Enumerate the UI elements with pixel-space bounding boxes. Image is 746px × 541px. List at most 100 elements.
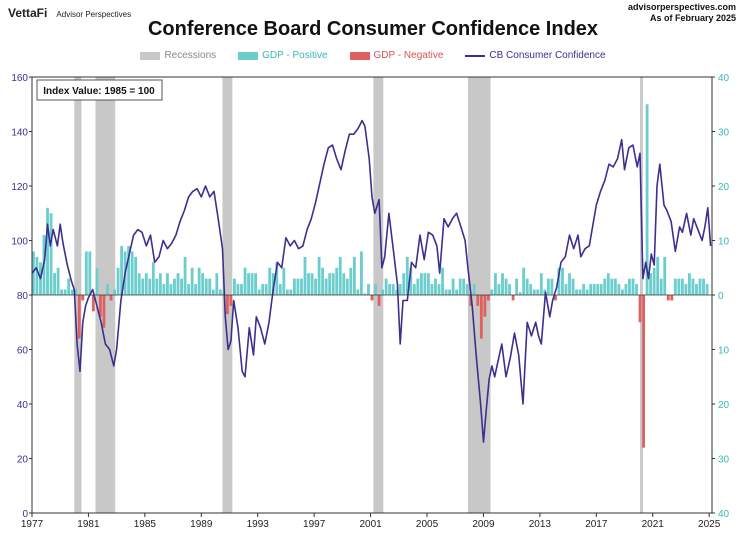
gdp-bar-positive: [127, 245, 131, 295]
gdp-bar-positive: [356, 289, 360, 295]
gdp-bar-positive: [247, 273, 250, 295]
gdp-bar-positive: [508, 284, 511, 295]
y-left-tick-label: 100: [11, 237, 28, 248]
gdp-bar-positive: [74, 289, 78, 295]
gdp-bar-positive: [610, 278, 614, 295]
gdp-bar-positive: [215, 273, 219, 295]
gdp-bar-positive: [434, 278, 437, 295]
gdp-bar-positive: [557, 267, 561, 295]
gdp-bar-positive: [264, 284, 268, 295]
gdp-bar-positive: [166, 273, 169, 295]
brand-subtitle: Advisor Perspectives: [56, 10, 132, 19]
gdp-bar-positive: [67, 278, 71, 295]
gdp-bar-positive: [395, 289, 399, 295]
gdp-bar-positive: [314, 278, 317, 295]
gdp-bar-positive: [233, 278, 236, 295]
gdp-bar-positive: [695, 284, 698, 295]
x-tick-label: 1997: [303, 519, 326, 530]
source-date: As of February 2025: [649, 13, 736, 23]
gdp-bar-positive: [589, 284, 593, 295]
y-right-tick-label: 10: [718, 237, 730, 248]
gdp-bar-positive: [60, 289, 64, 295]
gdp-bar-positive: [391, 284, 395, 295]
gdp-bar-positive: [603, 278, 607, 295]
x-tick-label: 2025: [698, 519, 721, 530]
gdp-bar-positive: [53, 273, 56, 295]
gdp-bar-positive: [204, 278, 208, 295]
gdp-bar-positive: [684, 284, 688, 295]
gdp-bar-positive: [141, 278, 145, 295]
gdp-bar-negative: [666, 295, 670, 301]
gdp-bar-positive: [529, 284, 533, 295]
gdp-bar-negative: [102, 295, 106, 328]
legend-swatch-gdp-positive: [238, 51, 259, 60]
gdp-bar-positive: [130, 251, 134, 295]
gdp-bar-positive: [430, 284, 434, 295]
gdp-bar-positive: [32, 251, 35, 295]
gdp-bar-positive: [300, 278, 303, 295]
gdp-bar-positive: [46, 207, 49, 295]
y-left-tick-label: 40: [17, 400, 29, 411]
gdp-bar-positive: [211, 289, 215, 295]
gdp-bar-negative: [479, 295, 483, 339]
gdp-bar-positive: [158, 273, 162, 295]
gdp-bar-positive: [134, 256, 138, 295]
gdp-bar-positive: [504, 278, 508, 295]
gdp-bar-positive: [190, 267, 194, 295]
gdp-bar-positive: [564, 284, 568, 295]
legend-swatch-confidence: [465, 54, 486, 57]
gdp-bar-positive: [398, 284, 402, 295]
gdp-bar-positive: [95, 267, 99, 295]
gdp-bar-positive: [441, 267, 444, 295]
gdp-bar-positive: [448, 289, 452, 295]
x-tick-label: 1985: [134, 519, 157, 530]
gdp-bar-positive: [702, 278, 705, 295]
gdp-bar-positive: [197, 267, 201, 295]
gdp-bar-positive: [536, 289, 540, 295]
gdp-bar-positive: [550, 278, 554, 295]
gdp-bar-positive: [261, 284, 265, 295]
x-tick-label: 1981: [77, 519, 100, 530]
gdp-bar-positive: [282, 267, 286, 295]
gdp-bar-positive: [363, 293, 367, 295]
gdp-bar-positive: [409, 267, 413, 295]
gdp-bar-positive: [677, 278, 681, 295]
gdp-bar-negative: [638, 295, 642, 323]
gdp-bar-positive: [455, 289, 459, 295]
gdp-bar-positive: [345, 278, 349, 295]
gdp-bar-positive: [546, 278, 550, 295]
y-left-tick-label: 20: [17, 455, 29, 466]
gdp-bar-positive: [183, 256, 187, 295]
legend-confidence: CB Consumer Confidence: [465, 50, 606, 61]
y-right-tick-label: 30: [718, 128, 730, 139]
gdp-bar-negative: [229, 295, 233, 306]
gdp-bar-positive: [208, 278, 212, 295]
confidence-series: [31, 119, 712, 443]
brand: VettaFi Advisor Perspectives: [8, 6, 131, 20]
y-left-tick-label: 0: [22, 509, 28, 520]
gdp-bar-positive: [437, 284, 441, 295]
gdp-bar-positive: [451, 278, 455, 295]
gdp-bar-positive: [271, 273, 275, 295]
gdp-bar-positive: [367, 284, 370, 295]
gdp-bar-positive: [613, 278, 617, 295]
gdp-bar-positive: [384, 278, 388, 295]
source-site: advisorperspectives.com: [627, 2, 736, 12]
y-left-tick-label: 120: [11, 182, 28, 193]
gdp-bar-positive: [645, 104, 649, 295]
gdp-bar-positive: [497, 284, 501, 295]
gdp-bar-positive: [342, 273, 346, 295]
gdp-bar-positive: [310, 273, 314, 295]
gdp-bar-positive: [296, 278, 300, 295]
gdp-bar-positive: [691, 278, 695, 295]
y-right-tick-label: 30: [718, 455, 730, 466]
gdp-bar-negative: [377, 295, 381, 306]
legend-label-recessions: Recessions: [164, 50, 217, 61]
gdp-bar-negative: [370, 295, 374, 301]
gdp-bar-positive: [494, 273, 497, 295]
gdp-bar-positive: [201, 273, 205, 295]
gdp-bar-negative: [469, 295, 473, 306]
gdp-bar-positive: [120, 245, 123, 295]
gdp-bar-positive: [596, 284, 600, 295]
gdp-bar-positive: [278, 284, 282, 295]
